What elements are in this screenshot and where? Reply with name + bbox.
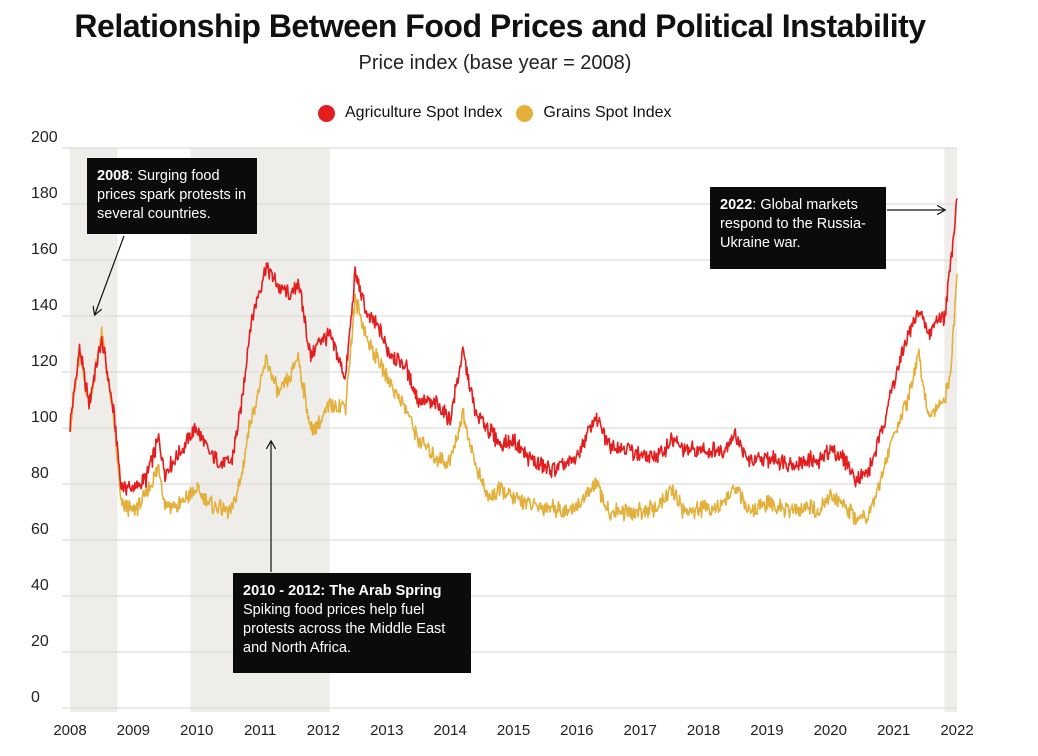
y-tick-label: 120	[31, 353, 58, 370]
x-tick-label: 2011	[244, 722, 276, 739]
x-tick-label: 2015	[497, 722, 530, 739]
x-tick-label: 2020	[814, 722, 847, 739]
y-tick-label: 200	[31, 129, 58, 146]
x-tick-label: 2021	[877, 722, 910, 739]
y-tick-label: 100	[31, 409, 58, 426]
x-tick-label: 2019	[750, 722, 783, 739]
legend-dot-agriculture	[318, 104, 335, 122]
legend: Agriculture Spot Index Grains Spot Index	[318, 104, 686, 122]
series-line-grains	[69, 273, 958, 526]
annotation-2008-text: : Surging food prices spark protests in …	[97, 168, 247, 222]
annotation-2008: 2008: Surging food prices spark protests…	[87, 158, 257, 234]
arrow-2008	[95, 235, 125, 314]
x-tick-label: 2008	[53, 722, 86, 739]
y-tick-label: 0	[31, 689, 40, 706]
chart-subtitle: Price index (base year = 2008)	[358, 52, 632, 74]
x-tick-label: 2010	[180, 722, 213, 739]
x-tick-label: 2009	[117, 722, 150, 739]
legend-item-agriculture: Agriculture Spot Index	[318, 104, 502, 122]
legend-label-grains: Grains Spot Index	[543, 104, 672, 121]
x-tick-label: 2016	[560, 722, 593, 739]
y-tick-label: 60	[31, 521, 49, 538]
annotation-arab-spring-heading: 2010 - 2012: The Arab Spring	[243, 583, 442, 599]
x-tick-label: 2012	[307, 722, 340, 739]
x-tick-label: 2018	[687, 722, 720, 739]
x-tick-label: 2013	[370, 722, 403, 739]
y-tick-label: 20	[31, 633, 49, 650]
y-tick-label: 160	[31, 241, 58, 258]
annotation-2022-text: : Global markets respond to the Russia-U…	[720, 197, 866, 251]
x-tick-label: 2014	[433, 722, 466, 739]
annotation-arab-spring: 2010 - 2012: The Arab Spring Spiking foo…	[233, 573, 471, 673]
annotation-arab-spring-text: Spiking food prices help fuel protests a…	[243, 602, 446, 656]
annotation-2022: 2022: Global markets respond to the Russ…	[710, 187, 886, 269]
y-tick-label: 40	[31, 577, 49, 594]
chart-title: Relationship Between Food Prices and Pol…	[74, 8, 926, 44]
legend-item-grains: Grains Spot Index	[516, 104, 672, 122]
annotation-2022-heading: 2022	[720, 197, 753, 213]
legend-label-agriculture: Agriculture Spot Index	[345, 104, 503, 121]
series-line-agriculture	[69, 198, 958, 496]
y-tick-label: 140	[31, 297, 58, 314]
shaded-period-0	[70, 148, 118, 712]
x-tick-label: 2022	[940, 722, 973, 739]
legend-dot-grains	[516, 104, 534, 122]
x-tick-label: 2017	[624, 722, 657, 739]
annotation-2008-heading: 2008	[97, 168, 130, 184]
y-tick-label: 80	[31, 465, 49, 482]
y-tick-label: 180	[31, 185, 58, 202]
shaded-period-2	[944, 148, 957, 712]
